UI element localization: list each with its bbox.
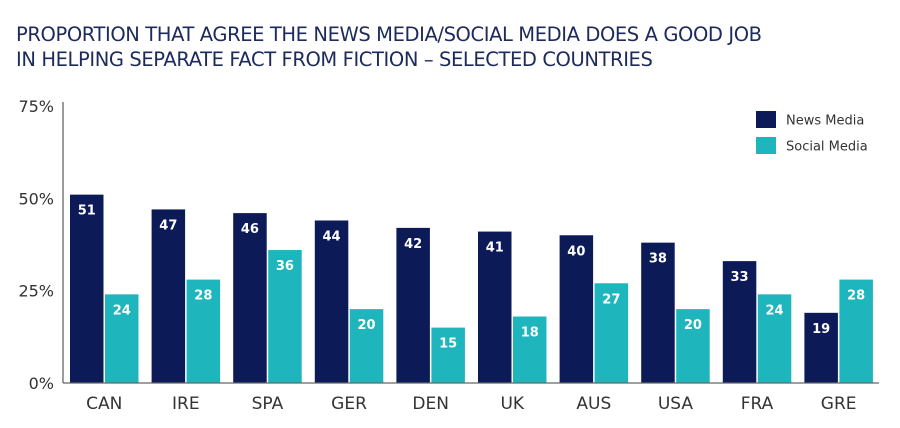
data-label: 19 bbox=[812, 322, 830, 337]
bar-news-media-uk bbox=[478, 231, 512, 383]
x-tick-label: DEN bbox=[412, 394, 449, 414]
data-label: 28 bbox=[847, 289, 865, 304]
data-label: 24 bbox=[766, 303, 784, 318]
data-label: 20 bbox=[684, 318, 702, 333]
bar-news-media-ger bbox=[314, 220, 349, 383]
y-axis: 0% 25% 50% 75% bbox=[18, 97, 64, 393]
data-label: 51 bbox=[78, 204, 96, 219]
data-label: 47 bbox=[159, 218, 177, 233]
data-label: 36 bbox=[276, 259, 294, 274]
chart-title: PROPORTION THAT AGREE THE NEWS MEDIA/SOC… bbox=[16, 22, 886, 72]
legend-label: News Media bbox=[786, 114, 864, 129]
data-label: 15 bbox=[439, 337, 457, 352]
bar-social-media-usa bbox=[676, 309, 710, 383]
bar-social-media-aus bbox=[594, 283, 629, 383]
data-label: 42 bbox=[404, 237, 422, 252]
x-tick-label: SPA bbox=[252, 394, 284, 414]
y-tick-label: 25% bbox=[18, 282, 54, 301]
chart-title-line-2: IN HELPING SEPARATE FACT FROM FICTION – … bbox=[16, 48, 653, 71]
x-tick-label: GER bbox=[331, 394, 367, 414]
y-tick-label: 0% bbox=[29, 374, 54, 393]
bar-news-media-gre bbox=[804, 312, 838, 383]
bar-social-media-uk bbox=[513, 316, 547, 383]
data-label: 24 bbox=[113, 303, 131, 318]
bar-news-media-spa bbox=[233, 213, 267, 383]
legend-swatch bbox=[756, 137, 776, 154]
data-label: 46 bbox=[241, 222, 259, 237]
bar-social-media-can bbox=[105, 294, 139, 383]
data-label: 44 bbox=[323, 229, 341, 244]
bar-social-media-gre bbox=[839, 279, 873, 383]
bar-social-media-den bbox=[431, 327, 465, 383]
chart-title-line-1: PROPORTION THAT AGREE THE NEWS MEDIA/SOC… bbox=[16, 23, 762, 46]
x-tick-label: GRE bbox=[821, 394, 857, 414]
legend: News Media Social Media bbox=[756, 111, 868, 155]
x-tick-label: UK bbox=[500, 394, 524, 414]
x-tick-label: CAN bbox=[86, 394, 122, 414]
y-tick-label: 75% bbox=[18, 97, 54, 116]
data-label: 20 bbox=[358, 318, 376, 333]
bar-news-media-usa bbox=[641, 242, 675, 383]
x-axis: CAN IRE SPA GER DEN UK AUS USA FRA GRE bbox=[63, 382, 879, 414]
x-tick-label: IRE bbox=[172, 394, 200, 414]
bar-social-media-spa bbox=[268, 250, 302, 383]
bar-news-media-den bbox=[396, 227, 430, 383]
bar-news-media-can bbox=[70, 194, 104, 383]
legend-swatch bbox=[756, 111, 776, 128]
bar-social-media-ire bbox=[186, 279, 221, 383]
bar-news-media-ire bbox=[151, 209, 186, 383]
data-label: 28 bbox=[194, 289, 212, 304]
x-tick-label: AUS bbox=[576, 394, 611, 414]
data-label: 33 bbox=[731, 270, 749, 285]
bar-social-media-ger bbox=[349, 309, 384, 383]
data-label: 41 bbox=[486, 241, 504, 256]
x-tick-label: USA bbox=[658, 394, 694, 414]
data-label: 27 bbox=[602, 292, 620, 307]
data-label: 18 bbox=[521, 326, 539, 341]
bar-news-media-fra bbox=[722, 261, 757, 383]
legend-label: Social Media bbox=[786, 140, 868, 155]
bars: 51 24 47 28 46 36 44 20 42 15 41 18 40 27 38 20 33 24 19 28 bbox=[70, 194, 873, 383]
bar-social-media-fra bbox=[757, 294, 792, 383]
y-tick-label: 50% bbox=[18, 189, 54, 208]
data-label: 40 bbox=[567, 244, 585, 259]
x-tick-label: FRA bbox=[741, 394, 774, 414]
bar-news-media-aus bbox=[559, 235, 594, 383]
data-label: 38 bbox=[649, 252, 667, 267]
